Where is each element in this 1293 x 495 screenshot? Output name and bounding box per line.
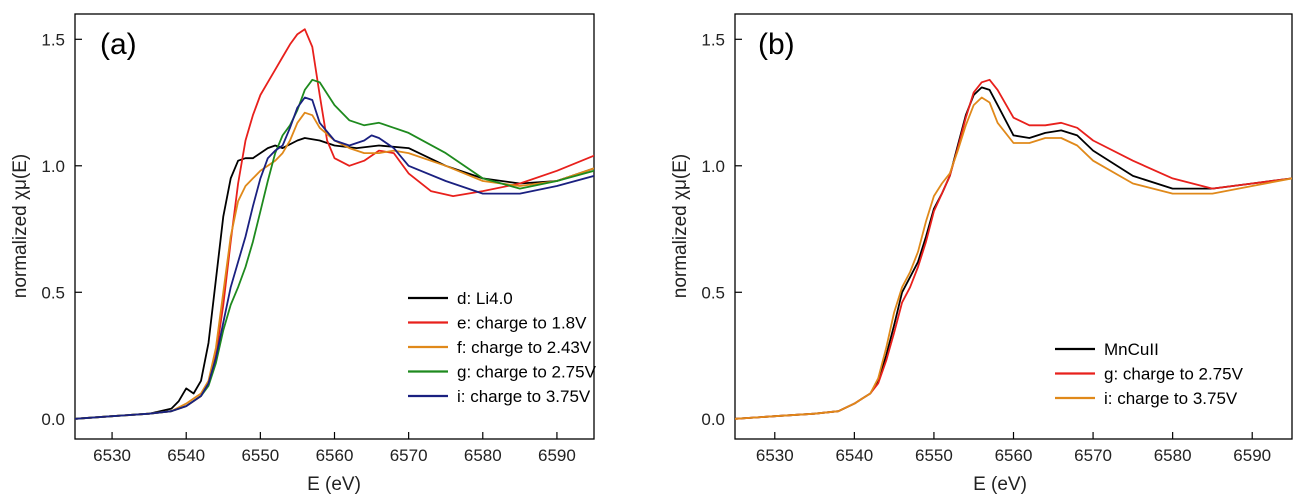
legend-entry: e: charge to 1.8V (457, 314, 587, 333)
legend-b: MnCuII g: charge to 2.75V i: charge to 3.7… (1055, 340, 1244, 408)
series-line-a-2 (75, 111, 594, 420)
x-tick-label: 6590 (538, 446, 576, 465)
x-ticks-a: 6530 6540 6550 6560 6570 6580 6590 (93, 432, 576, 465)
x-tick-label: 6570 (1074, 446, 1112, 465)
x-tick-label: 6590 (1233, 446, 1271, 465)
y-axis-label-b-symbol: χμ (670, 179, 691, 200)
series-line-a-1 (75, 28, 594, 420)
y-axis-label-a-prefix: normalized (10, 200, 31, 298)
x-tick-label: 6580 (1154, 446, 1192, 465)
y-axis-label-b-prefix: normalized (670, 200, 691, 298)
y-tick-label: 0.0 (41, 410, 65, 429)
series-line-a-0 (75, 137, 594, 420)
y-axis-label-a: normalized χμ(E) (10, 154, 31, 298)
series-lines-a (75, 28, 594, 420)
x-axis-label-b: E (eV) (973, 474, 1027, 495)
legend-entry: g: charge to 2.75V (1104, 365, 1244, 384)
legend-entry: i: charge to 3.75V (457, 387, 591, 406)
y-axis-label-a-symbol: χμ (10, 179, 31, 200)
x-tick-label: 6550 (241, 446, 279, 465)
panel-label-a: (a) (100, 28, 137, 61)
y-axis-label-b: normalized χμ(E) (670, 154, 691, 298)
panel-label-b: (b) (758, 28, 795, 61)
y-tick-label: 0.5 (701, 283, 725, 302)
x-tick-label: 6530 (756, 446, 794, 465)
x-tick-label: 6560 (316, 446, 354, 465)
y-ticks-b: 0.0 0.5 1.0 1.5 (701, 30, 742, 429)
y-tick-label: 1.5 (701, 30, 725, 49)
y-tick-label: 0.0 (701, 410, 725, 429)
legend-entry: g: charge to 2.75V (457, 363, 597, 382)
x-tick-label: 6570 (390, 446, 428, 465)
x-axis-label-a: E (eV) (307, 474, 361, 495)
panel-a: (a) E (eV) normalized χμ(E) 6530 6540 6550… (10, 13, 597, 495)
series-line-a-4 (75, 96, 594, 420)
x-tick-label: 6580 (464, 446, 502, 465)
y-ticks-a: 0.0 0.5 1.0 1.5 (41, 30, 82, 429)
series-line-b-2 (735, 96, 1292, 420)
y-tick-label: 1.5 (41, 30, 65, 49)
x-tick-label: 6550 (915, 446, 953, 465)
legend-entry: i: charge to 3.75V (1104, 389, 1238, 408)
x-tick-label: 6540 (835, 446, 873, 465)
x-ticks-b: 6530 6540 6550 6560 6570 6580 6590 (756, 432, 1271, 465)
legend-entry: d: Li4.0 (457, 289, 513, 308)
y-tick-label: 1.0 (41, 157, 65, 176)
x-tick-label: 6540 (167, 446, 205, 465)
legend-entry: MnCuII (1104, 340, 1159, 359)
legend-entry: f: charge to 2.43V (457, 338, 592, 357)
y-axis-label-a-suffix: (E) (10, 154, 31, 179)
x-tick-label: 6560 (995, 446, 1033, 465)
panel-b: (b) E (eV) normalized χμ(E) 6530 6540 6550… (670, 13, 1293, 495)
y-axis-label-b-suffix: (E) (670, 154, 691, 179)
y-tick-label: 0.5 (41, 283, 65, 302)
y-tick-label: 1.0 (701, 157, 725, 176)
series-lines-b (735, 78, 1292, 420)
x-tick-label: 6530 (93, 446, 131, 465)
legend-a: d: Li4.0 e: charge to 1.8V f: charge to 2.… (408, 289, 597, 406)
